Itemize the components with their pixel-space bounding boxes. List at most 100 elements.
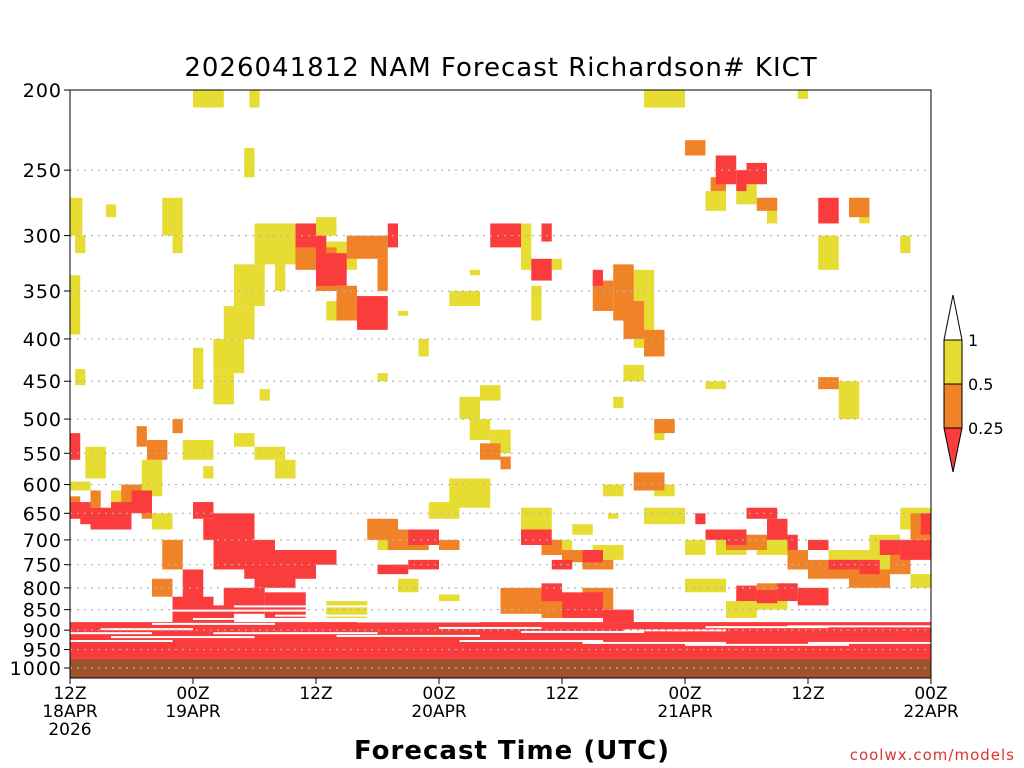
y-tick-label: 450 bbox=[23, 371, 62, 393]
white-streak bbox=[459, 640, 603, 643]
y-tick-label: 900 bbox=[23, 620, 62, 642]
heatmap-cell bbox=[146, 439, 168, 460]
white-streak bbox=[418, 613, 501, 616]
heatmap-cell bbox=[244, 147, 255, 178]
heatmap-cell bbox=[193, 347, 204, 390]
y-tick-label: 750 bbox=[23, 555, 62, 577]
heatmap-cell bbox=[746, 162, 767, 185]
y-tick-label: 400 bbox=[23, 329, 62, 351]
legend: 1 0.5 0.25 bbox=[943, 294, 1004, 473]
heatmap-cell bbox=[70, 197, 83, 236]
y-tick-label: 500 bbox=[23, 409, 62, 431]
heatmap-cell bbox=[336, 285, 357, 321]
heatmap-cell bbox=[808, 539, 829, 551]
heatmap-cell bbox=[736, 585, 757, 602]
heatmap-cell bbox=[70, 275, 81, 335]
x-tick-label: 00Z bbox=[914, 684, 947, 704]
heatmap-cell bbox=[654, 419, 675, 434]
white-streak bbox=[100, 628, 193, 631]
x-tick-label: 21APR bbox=[657, 702, 713, 722]
heatmap-cell bbox=[398, 578, 419, 593]
heatmap-cell bbox=[777, 583, 798, 602]
heatmap-cell bbox=[818, 197, 839, 224]
heatmap-cell bbox=[726, 529, 747, 546]
heatmap-cell bbox=[377, 564, 409, 575]
heatmap-cell bbox=[449, 478, 491, 508]
heatmap-cell bbox=[633, 472, 665, 491]
y-tick-label: 200 bbox=[23, 80, 62, 102]
white-streak bbox=[70, 632, 152, 635]
heatmap-cell bbox=[900, 539, 931, 560]
y-tick-label: 600 bbox=[23, 475, 62, 497]
heatmap-cell bbox=[500, 587, 542, 614]
heatmap-cell bbox=[705, 191, 726, 211]
heatmap-cell bbox=[603, 484, 624, 497]
heatmap-cell bbox=[449, 290, 480, 307]
y-axis: 200 250 300 350 400 450 500 550 600 650 700 7508008… bbox=[10, 80, 70, 680]
credit-text: coolwx.com/models bbox=[850, 746, 1015, 764]
heatmap-cell bbox=[644, 507, 685, 525]
heatmap-cell bbox=[213, 373, 234, 405]
heatmap-cell bbox=[75, 369, 86, 386]
heatmap-cell bbox=[797, 587, 829, 606]
heatmap-cell bbox=[705, 381, 726, 390]
heatmap-cell bbox=[531, 258, 552, 281]
x-tick-label: 20APR bbox=[411, 702, 467, 722]
heatmap-cell bbox=[859, 559, 880, 575]
heatmap-cell bbox=[582, 559, 614, 570]
heatmap-cell bbox=[685, 140, 706, 156]
heatmap-cell bbox=[592, 280, 614, 311]
legend-label: 0.25 bbox=[968, 419, 1004, 438]
y-tick-label: 850 bbox=[23, 600, 62, 622]
heatmap-cell bbox=[172, 419, 183, 434]
heatmap-cell bbox=[838, 381, 860, 420]
heatmap-cell bbox=[818, 235, 839, 270]
heatmap-cell bbox=[582, 550, 603, 563]
heatmap-cell bbox=[531, 285, 542, 321]
heatmap-cell bbox=[562, 550, 583, 563]
white-streak bbox=[685, 643, 849, 646]
ground-layer bbox=[70, 658, 931, 678]
y-tick-label: 650 bbox=[23, 503, 62, 525]
x-tick-label: 19APR bbox=[165, 702, 221, 722]
heatmap-cell bbox=[644, 90, 685, 108]
heatmap-cell bbox=[316, 217, 337, 236]
x-tick-label: 12Z bbox=[299, 684, 332, 704]
heatmap-cell bbox=[316, 550, 337, 565]
heatmap-cell bbox=[439, 539, 460, 551]
y-tick-label: 1000 bbox=[10, 658, 62, 680]
heatmap-cell bbox=[193, 90, 224, 108]
legend-swatch bbox=[943, 339, 963, 385]
legend-label: 1 bbox=[968, 331, 978, 350]
heatmap-cell bbox=[521, 507, 552, 530]
chart-title: 2026041812 NAM Forecast Richardson# KICT bbox=[184, 53, 817, 83]
heatmap-cell bbox=[316, 235, 327, 259]
heatmap-cell bbox=[172, 235, 183, 254]
heatmap-cell bbox=[377, 258, 388, 291]
heatmap-cell bbox=[746, 507, 778, 519]
heatmap-cell bbox=[787, 550, 808, 570]
heatmap-cell bbox=[264, 592, 306, 618]
plot-frame bbox=[69, 89, 932, 679]
heatmap-cell bbox=[377, 373, 388, 382]
heatmap-cell bbox=[203, 466, 214, 479]
heatmap-cell bbox=[439, 594, 460, 602]
heatmap-cell bbox=[162, 197, 183, 236]
heatmap-cell bbox=[541, 583, 562, 602]
heatmap-cell bbox=[193, 502, 214, 519]
y-tick-label: 250 bbox=[23, 160, 62, 182]
y-tick-label: 350 bbox=[23, 281, 62, 303]
heatmap-cells bbox=[70, 90, 931, 659]
heatmap-cell bbox=[131, 490, 152, 514]
heatmap-cell bbox=[80, 507, 91, 525]
white-streak bbox=[213, 632, 378, 635]
heatmap-cell bbox=[469, 269, 480, 276]
white-streak bbox=[787, 625, 931, 628]
white-streak bbox=[172, 609, 316, 612]
heatmap-cell bbox=[603, 609, 634, 623]
heatmap-cell bbox=[551, 258, 562, 270]
heatmap-cell bbox=[705, 529, 726, 540]
heatmap-cell bbox=[223, 587, 265, 614]
white-streak bbox=[152, 622, 275, 625]
